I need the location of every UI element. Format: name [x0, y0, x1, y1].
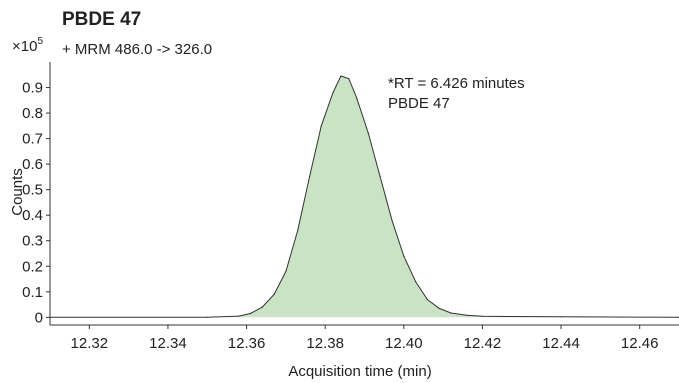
data-point	[238, 315, 240, 317]
x-tick-label: 12.32	[71, 335, 109, 352]
data-point	[348, 78, 350, 80]
y-tick-label: 0.2	[22, 258, 43, 275]
y-axis-label: Counts	[9, 168, 26, 216]
x-tick-label: 12.40	[385, 335, 423, 352]
data-point	[285, 270, 287, 272]
data-point	[308, 176, 311, 178]
y-tick-label: 0.7	[22, 131, 43, 148]
peak-area-fill	[50, 76, 679, 318]
data-point	[340, 75, 342, 77]
data-point	[379, 176, 381, 178]
y-tick-label: 0.5	[22, 182, 43, 199]
data-point	[273, 293, 275, 295]
y-tick-label: 0	[35, 309, 43, 326]
chromatogram-trace	[50, 75, 679, 318]
annotation-line-2: PBDE 47	[388, 95, 450, 112]
x-tick-label: 12.44	[542, 335, 580, 352]
data-point	[356, 97, 358, 99]
y-tick-label: 0.6	[22, 156, 43, 173]
chart-subtitle: + MRM 486.0 -> 326.0	[62, 41, 212, 58]
data-point	[261, 306, 263, 308]
x-tick-label: 12.42	[464, 335, 502, 352]
data-point	[481, 315, 483, 317]
x-tick-label: 12.36	[228, 335, 266, 352]
y-tick-label: 0.8	[22, 105, 43, 122]
data-point	[320, 125, 322, 127]
data-point	[206, 316, 208, 318]
scale-factor-label: ×105	[12, 36, 43, 55]
data-point	[415, 281, 417, 283]
chart-title: PBDE 47	[62, 9, 141, 30]
scale-factor-exponent: 5	[37, 36, 43, 47]
data-point	[438, 307, 440, 309]
y-tick-label: 0.1	[22, 284, 43, 301]
data-point	[391, 219, 393, 221]
data-point	[249, 312, 252, 315]
y-tick-label: 0.4	[22, 207, 43, 224]
data-point	[450, 312, 452, 314]
data-point	[367, 132, 369, 135]
annotation-line-1: *RT = 6.426 minutes	[388, 75, 525, 92]
y-tick-label: 0.9	[22, 80, 43, 97]
data-point	[297, 229, 299, 232]
x-tick-label: 12.34	[149, 335, 187, 352]
data-point	[426, 298, 428, 301]
x-tick-label: 12.46	[621, 335, 659, 352]
x-tick-label: 12.38	[306, 335, 344, 352]
data-point	[332, 92, 334, 94]
data-point	[403, 255, 405, 257]
axes: 0 0.1 0.2 0.3 0.4 0.5 0.6 0.7 0.8 0.9 12.32 12.34 12…	[22, 62, 679, 352]
data-point	[560, 316, 562, 318]
scale-factor-base: ×10	[12, 38, 37, 55]
plot-area	[49, 75, 679, 318]
data-point	[466, 314, 468, 316]
y-tick-label: 0.3	[22, 233, 43, 250]
x-axis-label: Acquisition time (min)	[288, 363, 431, 380]
